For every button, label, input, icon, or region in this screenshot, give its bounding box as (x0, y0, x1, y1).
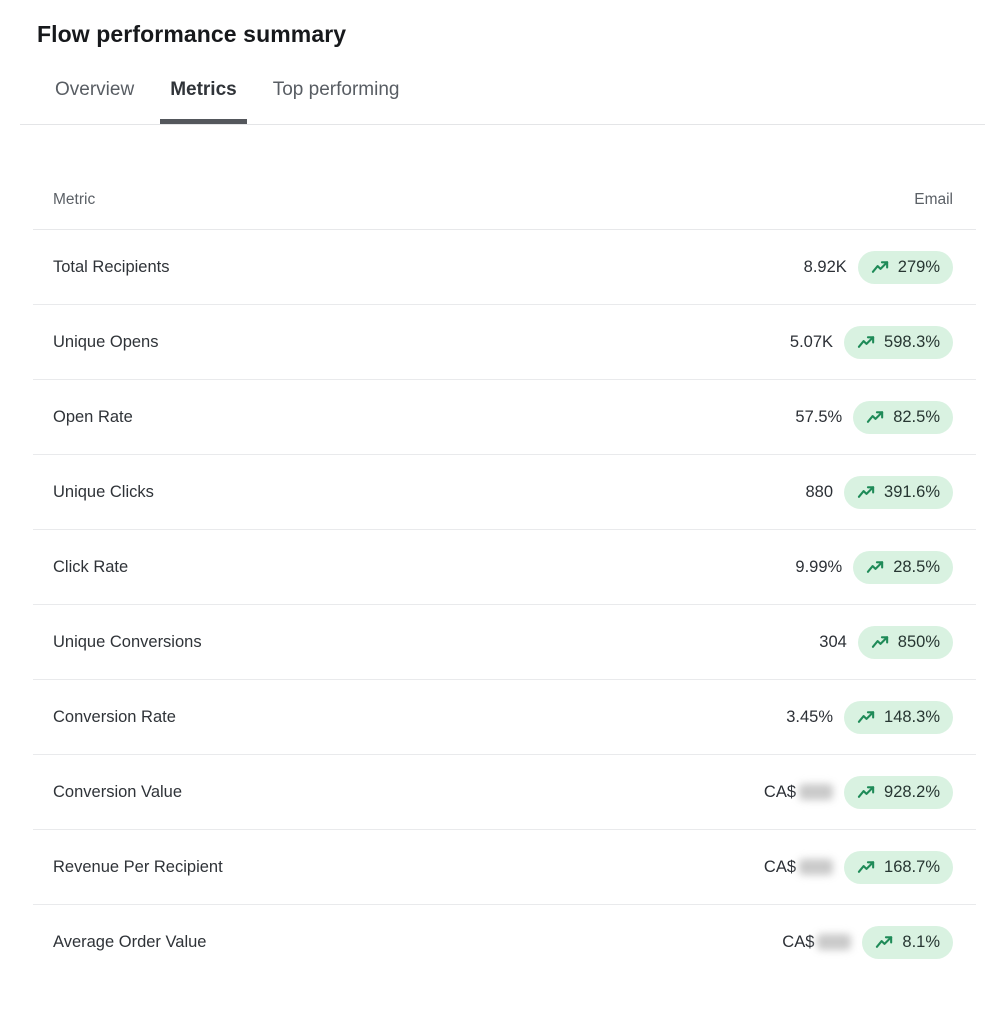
metric-name: Open Rate (53, 407, 133, 426)
metrics-table: Total Recipients 8.92K 279% Unique Opens… (0, 230, 1000, 979)
change-badge: 391.6% (844, 475, 953, 509)
metric-value: CA$ (764, 858, 834, 877)
tab-overview[interactable]: Overview (55, 79, 135, 100)
row-values: 5.07K 598.3% (789, 325, 953, 359)
change-badge: 279% (857, 250, 953, 284)
trend-up-icon (857, 860, 875, 873)
change-badge: 168.7% (844, 850, 953, 884)
metric-value: 304 (819, 632, 847, 651)
metric-name: Unique Conversions (53, 632, 202, 651)
table-row: Conversion Rate 3.45% 148.3% (33, 680, 976, 755)
change-badge: 850% (857, 625, 953, 659)
row-values: CA$ 8.1% (782, 925, 953, 959)
row-values: 304 850% (819, 625, 953, 659)
change-value: 928.2% (884, 782, 940, 801)
change-badge: 8.1% (862, 925, 953, 959)
change-badge: 928.2% (844, 775, 953, 809)
metric-value: CA$ (782, 933, 852, 952)
column-header-email: Email (914, 191, 953, 208)
metric-name: Conversion Rate (53, 707, 176, 726)
metric-value: 8.92K (803, 257, 847, 276)
row-values: 3.45% 148.3% (786, 700, 953, 734)
change-value: 28.5% (893, 557, 940, 576)
trend-up-icon (871, 260, 888, 273)
row-values: 8.92K 279% (803, 250, 953, 284)
trend-up-icon (857, 335, 875, 348)
column-header-metric: Metric (53, 191, 96, 208)
row-values: 9.99% 28.5% (795, 550, 953, 584)
change-value: 850% (897, 632, 940, 651)
tabs-divider (20, 124, 985, 125)
trend-up-icon (857, 485, 875, 498)
metric-name: Unique Opens (53, 332, 159, 351)
metric-value: 57.5% (795, 407, 843, 426)
table-row: Unique Clicks 880 391.6% (33, 455, 976, 530)
redacted-value (799, 784, 834, 800)
trend-up-icon (871, 635, 888, 648)
table-row: Revenue Per Recipient CA$ 168.7% (33, 830, 976, 905)
metric-name: Average Order Value (53, 932, 207, 951)
metric-name: Unique Clicks (53, 482, 154, 501)
table-row: Average Order Value CA$ 8.1% (33, 905, 976, 979)
metric-value: 5.07K (789, 332, 834, 351)
change-badge: 82.5% (853, 400, 953, 434)
trend-up-icon (876, 935, 893, 948)
change-value: 148.3% (884, 707, 940, 726)
page-title: Flow performance summary (37, 21, 347, 47)
tab-metrics[interactable]: Metrics (160, 79, 247, 124)
change-badge: 598.3% (844, 325, 953, 359)
change-value: 391.6% (884, 482, 940, 501)
metric-value: 3.45% (786, 707, 834, 726)
metric-name: Click Rate (53, 557, 129, 576)
row-values: 57.5% 82.5% (795, 400, 953, 434)
trend-up-icon (867, 560, 884, 573)
change-value: 8.1% (902, 932, 940, 951)
trend-up-icon (867, 410, 884, 423)
row-values: 880 391.6% (805, 475, 953, 509)
change-badge: 28.5% (853, 550, 953, 584)
row-values: CA$ 168.7% (764, 850, 953, 884)
table-row: Unique Conversions 304 850% (33, 605, 976, 680)
change-value: 279% (897, 257, 940, 276)
redacted-value (817, 934, 852, 950)
change-value: 598.3% (884, 332, 940, 351)
table-row: Open Rate 57.5% 82.5% (33, 380, 976, 455)
tab-bar: Overview Metrics Top performing (55, 79, 1000, 124)
table-row: Unique Opens 5.07K 598.3% (33, 305, 976, 380)
redacted-value (799, 859, 834, 875)
change-value: 168.7% (884, 857, 940, 876)
row-values: CA$ 928.2% (764, 775, 953, 809)
metric-name: Total Recipients (53, 257, 170, 276)
metric-value: 880 (805, 482, 834, 501)
metric-name: Conversion Value (53, 782, 183, 801)
tab-top-performing[interactable]: Top performing (272, 79, 400, 100)
change-value: 82.5% (893, 407, 940, 426)
table-header: Metric Email (33, 125, 976, 230)
table-row: Conversion Value CA$ 928.2% (33, 755, 976, 830)
change-badge: 148.3% (844, 700, 953, 734)
metric-value: 9.99% (795, 557, 843, 576)
trend-up-icon (857, 710, 875, 723)
metric-name: Revenue Per Recipient (53, 857, 223, 876)
table-row: Click Rate 9.99% 28.5% (33, 530, 976, 605)
metric-value: CA$ (764, 783, 834, 802)
trend-up-icon (857, 785, 875, 798)
table-row: Total Recipients 8.92K 279% (33, 230, 976, 305)
